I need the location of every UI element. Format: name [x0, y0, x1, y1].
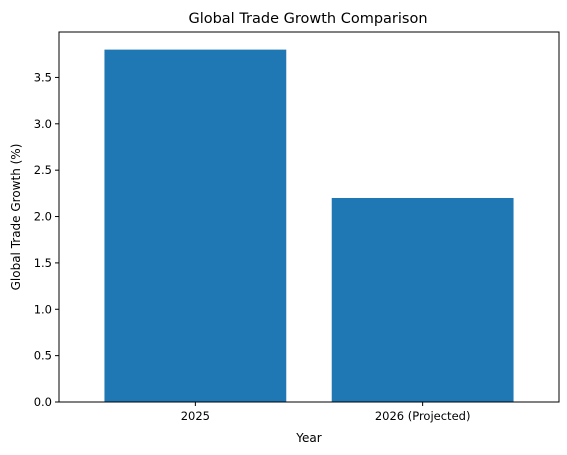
y-tick-label: 0.5 [34, 349, 52, 363]
y-axis-label: Global Trade Growth (%) [9, 144, 23, 291]
y-tick-label: 3.5 [34, 70, 52, 84]
y-axis-ticks: 0.0 0.5 1.0 1.5 2.0 2.5 3.0 3.5 [34, 70, 59, 409]
y-tick-label: 1.0 [34, 302, 52, 316]
y-tick-label: 3.0 [34, 117, 52, 131]
x-tick-label: 2025 [181, 409, 210, 423]
x-tick-label: 2026 (Projected) [375, 409, 471, 423]
x-axis-ticks: 2025 2026 (Projected) [181, 402, 471, 423]
chart-title: Global Trade Growth Comparison [188, 11, 427, 27]
bar-2 [331, 197, 514, 402]
plot-frame [58, 31, 560, 403]
y-tick-label: 0.0 [34, 395, 52, 409]
y-tick-label: 2.0 [34, 210, 52, 224]
y-tick-label: 2.5 [34, 163, 52, 177]
y-tick-label: 1.5 [34, 256, 52, 270]
x-axis-label: Year [295, 431, 321, 445]
bars-group [104, 49, 514, 402]
bar-1 [104, 49, 287, 402]
